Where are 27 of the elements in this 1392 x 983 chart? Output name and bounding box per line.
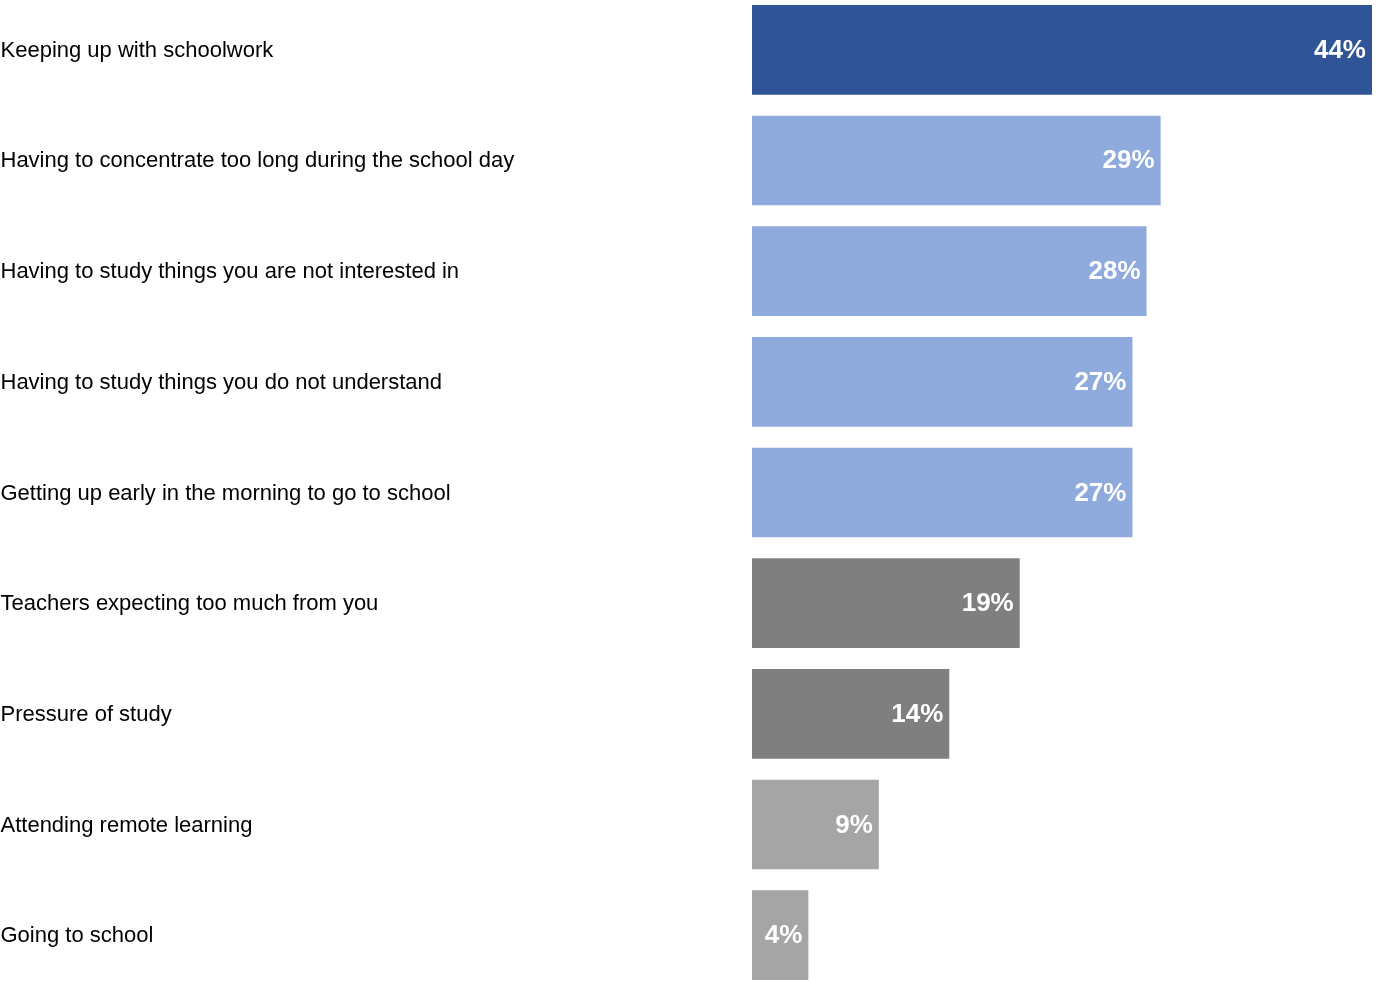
- y-tick-label: Keeping up with schoolwork: [0, 36, 275, 62]
- bar: [752, 669, 950, 759]
- data-label: 19%: [961, 587, 1014, 618]
- data-label: 29%: [1102, 144, 1155, 175]
- y-tick-label: Having to concentrate too long during the school day: [0, 147, 515, 173]
- y-tick-label: Getting up early in the morning to go to school: [0, 479, 451, 505]
- y-tick-label: Pressure of study: [0, 700, 172, 726]
- data-label: 4%: [764, 919, 803, 950]
- data-label: 44%: [1313, 33, 1366, 64]
- data-label: 27%: [1074, 365, 1127, 396]
- bar: [752, 337, 1133, 427]
- bar: [752, 447, 1133, 538]
- data-label: 14%: [891, 697, 944, 728]
- bar: [752, 779, 879, 870]
- data-label: 9%: [835, 808, 873, 839]
- y-tick-label: Attending remote learning: [0, 811, 253, 837]
- bar: [752, 226, 1147, 316]
- bar: [752, 890, 809, 980]
- data-label: 28%: [1088, 255, 1141, 286]
- bar: [752, 5, 1372, 95]
- y-tick-label: Having to study things you are not interested in: [0, 258, 460, 284]
- bar: [752, 115, 1161, 206]
- y-tick-label: Having to study things you do not understand: [0, 368, 443, 394]
- y-tick-label: Teachers expecting too much from you: [0, 590, 379, 616]
- bar: [752, 558, 1020, 648]
- y-tick-label: Going to school: [0, 922, 154, 948]
- data-label: 27%: [1074, 476, 1127, 507]
